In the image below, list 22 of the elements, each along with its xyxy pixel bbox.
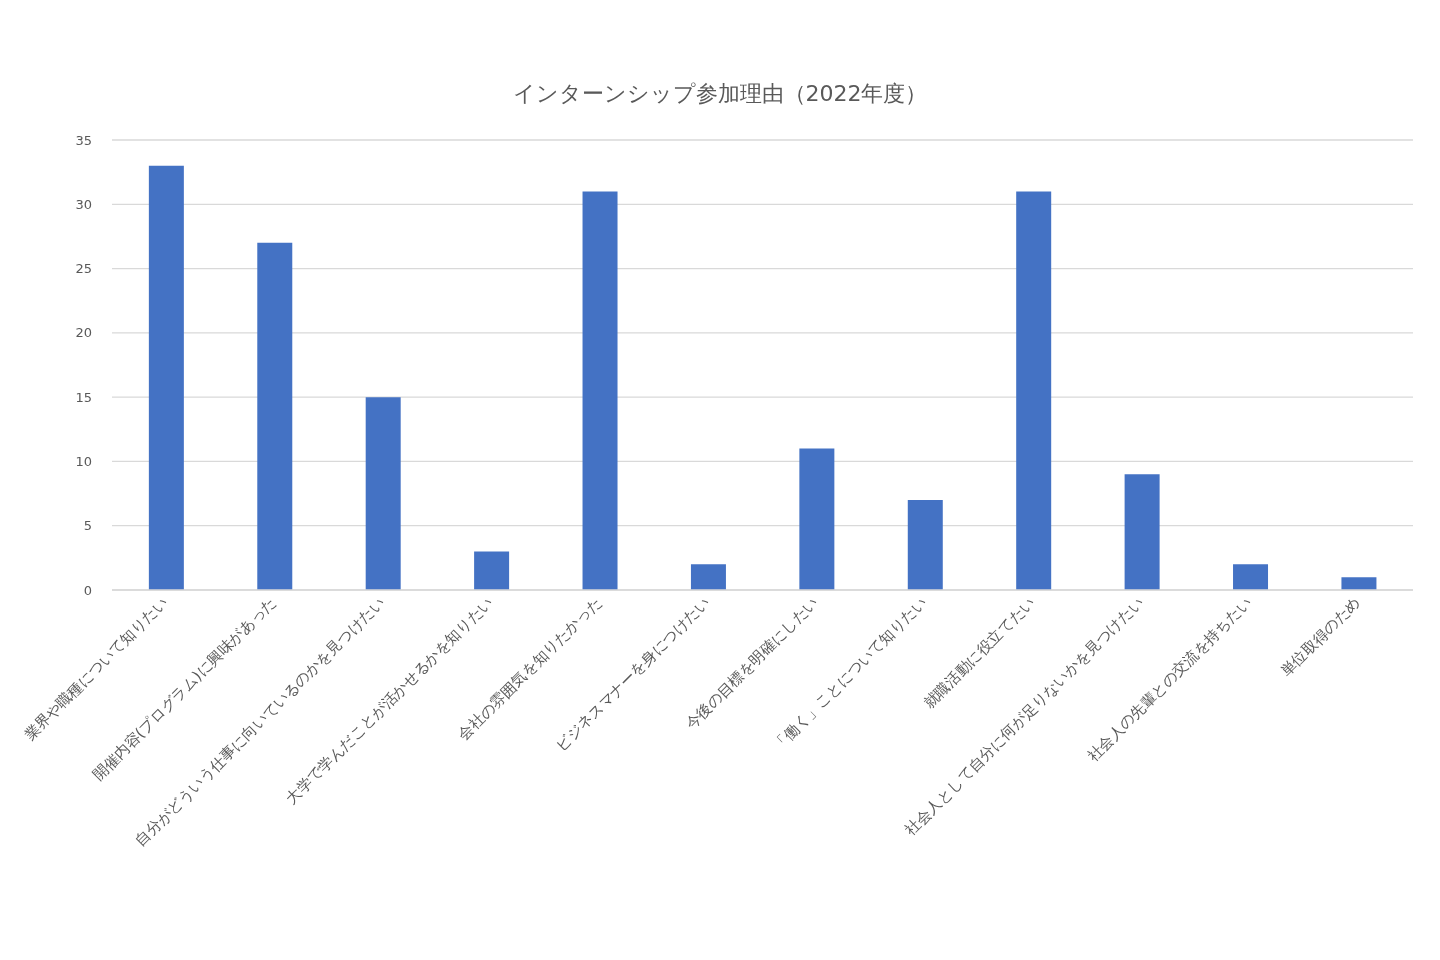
bar: [907, 500, 943, 590]
y-tick-label: 5: [83, 518, 92, 534]
bar: [257, 242, 293, 590]
y-tick-label: 15: [75, 389, 92, 405]
bar: [1233, 564, 1269, 590]
y-tick-label: 0: [83, 582, 92, 598]
bar: [1341, 577, 1377, 590]
y-tick-label: 30: [75, 196, 92, 212]
bar: [690, 564, 726, 590]
bar: [799, 448, 835, 590]
y-tick-label: 10: [75, 454, 92, 470]
y-tick-label: 25: [75, 261, 92, 277]
y-tick-label: 35: [75, 132, 92, 148]
chart-title: インターンシップ参加理由（2022年度）: [512, 80, 928, 108]
bar: [474, 551, 510, 590]
bar: [365, 397, 401, 590]
x-tick-label: 単位取得のため: [1276, 593, 1364, 681]
bar: [582, 191, 618, 590]
bar: [1016, 191, 1052, 590]
y-tick-label: 20: [75, 325, 92, 341]
bar: [1124, 474, 1160, 590]
bar: [148, 165, 184, 590]
